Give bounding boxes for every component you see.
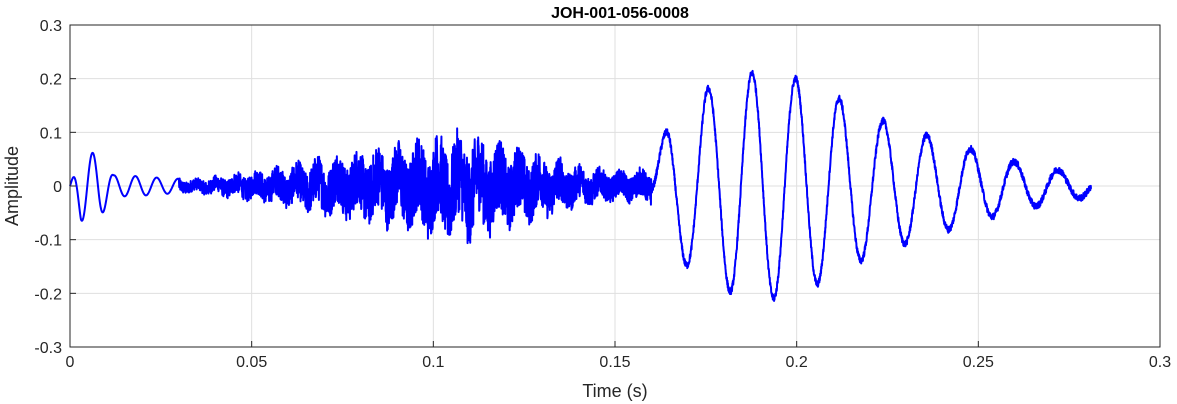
signal-trace [69,69,1092,302]
y-tick-label: 0 [53,179,62,196]
y-tick-label: -0.3 [34,340,62,357]
y-tick-label: -0.2 [34,286,62,303]
y-tick-label: -0.1 [34,233,62,250]
y-tick-label: 0.1 [40,125,62,142]
x-tick-label: 0.2 [786,354,808,371]
x-axis-label: Time (s) [582,381,647,401]
y-tick-label: 0.2 [40,72,62,89]
x-tick-label: 0.05 [236,354,267,371]
y-tick-label: 0.3 [40,18,62,35]
y-axis-label: Amplitude [2,146,22,226]
x-tick-label: 0.1 [422,354,444,371]
x-tick-label: 0.3 [1149,354,1171,371]
x-tick-label: 0.15 [599,354,630,371]
chart-title: JOH-001-056-0008 [551,5,689,22]
y-axis-ticks: -0.3 -0.2 -0.1 0 0.1 0.2 0.3 [34,18,76,357]
x-tick-label: 0 [66,354,75,371]
x-axis-ticks: 0 0.05 0.1 0.15 0.2 0.25 0.3 [66,341,1171,371]
plot-area [69,69,1092,302]
x-tick-label: 0.25 [963,354,994,371]
